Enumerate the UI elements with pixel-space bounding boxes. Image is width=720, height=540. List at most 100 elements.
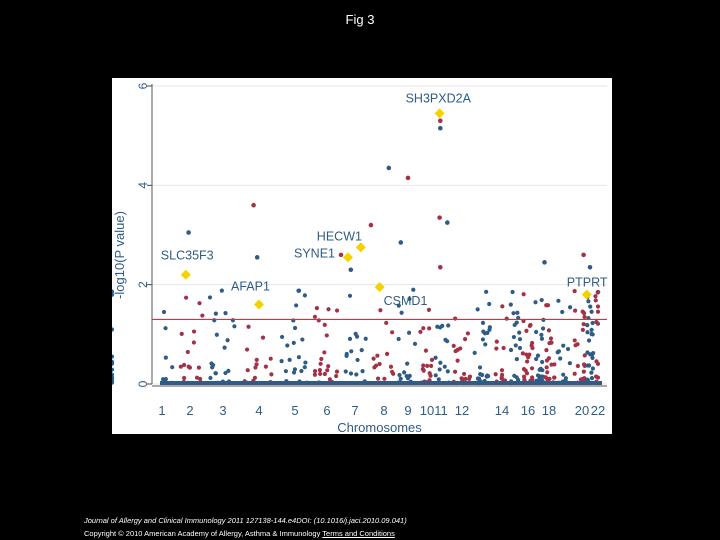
data-point [540,326,546,331]
data-point [384,320,389,326]
data-point [480,320,486,325]
terms-and-conditions-link[interactable]: Terms and Conditions [322,529,395,538]
x-tick-label: 20 [575,403,589,418]
data-point [589,331,594,337]
data-point [501,345,506,351]
data-point [371,356,376,361]
data-point [292,325,298,331]
data-point [558,356,563,361]
data-point [436,377,441,382]
data-point [299,368,304,374]
data-point [359,348,364,353]
data-point [186,364,191,369]
data-point [438,264,443,270]
data-point [440,323,445,328]
gene-label: CSMD1 [384,294,428,308]
data-point [581,369,586,374]
data-point [254,357,259,362]
data-point [478,372,483,377]
data-point [212,318,217,323]
data-point [312,369,318,374]
highlighted-gene-marker [581,289,592,300]
data-point [567,305,573,310]
data-point [595,309,601,314]
data-point [451,343,456,348]
data-point [170,365,175,370]
data-point [513,343,518,348]
y-axis-label: -log10(P value) [112,211,127,299]
data-point [511,311,516,316]
data-point [508,302,513,307]
data-point [390,330,395,335]
data-point [472,350,477,355]
data-point [300,337,305,342]
data-point [112,372,115,377]
data-point [232,324,237,329]
data-point [318,361,323,366]
data-point [334,373,339,379]
data-point [445,369,450,374]
data-point [504,316,509,321]
data-point [318,371,323,377]
data-point [544,365,549,370]
data-point [534,329,539,335]
data-point [437,367,442,372]
data-point [112,361,115,366]
data-point [302,293,307,298]
data-point [207,295,213,300]
data-point [411,287,416,292]
data-point [581,322,586,327]
data-point [322,322,327,327]
data-point [524,328,529,333]
data-point [499,376,504,381]
data-point [317,367,323,373]
data-point [587,264,593,270]
data-point [327,377,332,382]
data-point [465,331,471,336]
x-tick-label: 12 [455,403,469,418]
data-point [445,339,450,344]
x-tick-label: 7 [351,403,358,418]
data-point [314,306,319,311]
data-point [303,360,308,365]
data-point [347,336,353,341]
data-point [455,358,460,363]
data-point [268,356,273,361]
data-point [585,323,590,328]
data-point [348,267,354,273]
data-point [396,303,401,308]
data-point [467,374,473,379]
data-point [112,378,115,383]
data-point [347,293,353,298]
data-point [535,373,541,378]
data-point [402,370,407,375]
data-point [575,342,580,347]
data-point [182,375,187,381]
data-point [263,364,268,369]
data-point [386,165,392,171]
data-point [560,309,565,315]
data-point [524,371,530,376]
data-point [382,376,387,381]
data-point [354,372,359,377]
data-point [530,375,535,380]
data-point [545,303,551,308]
data-point [428,363,434,368]
data-point [575,363,580,369]
data-point [322,371,327,377]
data-point [302,365,307,370]
data-point [534,356,539,362]
data-point [512,373,517,378]
data-point [552,375,557,380]
data-point [391,371,396,376]
data-point [427,371,432,376]
data-point [542,260,547,265]
data-point [582,314,587,320]
copyright-text: Copyright © 2010 American Academy of All… [84,529,323,538]
data-point [445,220,450,225]
data-point [291,370,297,375]
data-point [595,375,601,380]
data-point [375,376,381,381]
data-point [181,362,187,368]
data-point [325,368,330,373]
